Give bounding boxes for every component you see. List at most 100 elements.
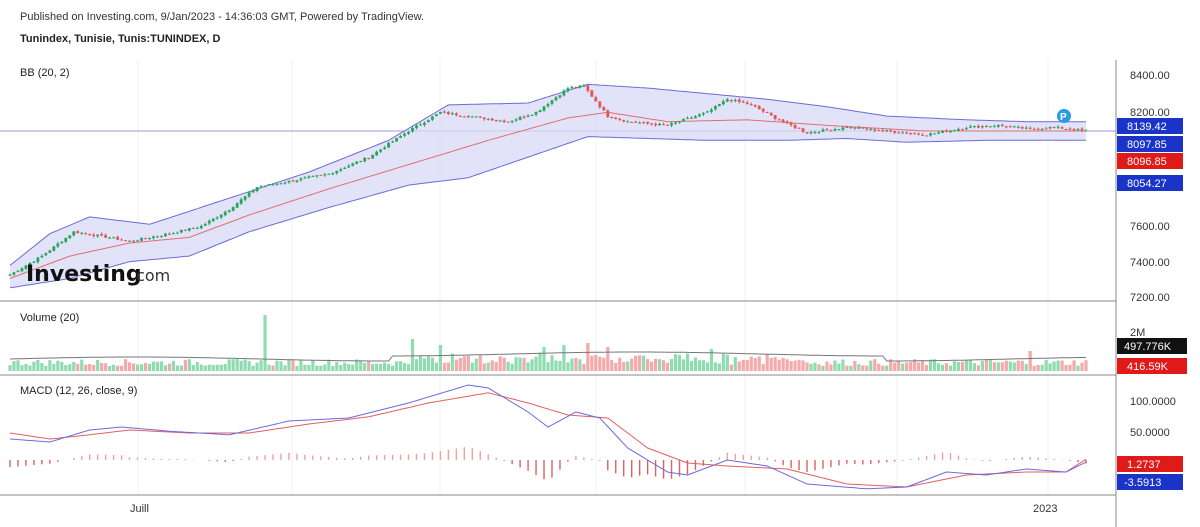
candle-body (781, 119, 785, 122)
candle-body (1016, 126, 1020, 128)
volume-bar (928, 359, 933, 371)
candle-body (857, 127, 861, 129)
candle-body (160, 235, 163, 237)
publication-marker[interactable]: P (1057, 109, 1071, 123)
candle-body (785, 121, 789, 123)
candle-body (825, 129, 829, 131)
bb-basis-line (9, 111, 1086, 279)
volume-label-bg (1117, 338, 1187, 354)
candle-body (478, 116, 482, 118)
candle-body (506, 121, 510, 123)
candle-body (120, 239, 123, 241)
volume-bar (570, 358, 574, 371)
volume-bar (434, 362, 439, 371)
volume-bar (845, 365, 849, 371)
candle-body (482, 117, 486, 120)
volume-bar (960, 361, 965, 371)
candle-body (283, 182, 287, 184)
volume-bar (303, 364, 307, 371)
volume-bar (833, 360, 837, 371)
volume-bar (681, 359, 686, 371)
price-label-bg (1117, 153, 1183, 169)
candle-body (554, 97, 558, 101)
volume-bar (40, 363, 44, 371)
candle-body (347, 165, 351, 168)
volume-bar (143, 363, 148, 371)
volume-bar (669, 358, 674, 371)
candle-body (674, 122, 677, 124)
volume-bar (458, 357, 462, 371)
volume-bar (769, 357, 773, 371)
p-marker-icon[interactable] (1057, 109, 1071, 123)
candle-body (470, 116, 474, 118)
candle-body (303, 177, 307, 179)
volume-bar (618, 357, 622, 371)
volume-bar (661, 360, 666, 371)
candle-body (1028, 127, 1032, 129)
candle-body (717, 104, 721, 107)
volume-bar (243, 359, 247, 371)
candle-body (510, 120, 514, 122)
macd-label: 1.2737 (1127, 459, 1161, 471)
candle-body (52, 246, 56, 251)
volume-bar (179, 365, 183, 371)
volume-bar (522, 357, 526, 371)
volume-bar (861, 365, 865, 371)
candle-body (745, 102, 749, 105)
candle-body (757, 106, 761, 110)
candle-body (144, 238, 147, 240)
candle-body (187, 228, 191, 231)
volume-bar (151, 361, 156, 371)
candle-body (893, 131, 897, 133)
volume-bar (498, 356, 502, 371)
candle-body (1076, 129, 1080, 131)
volume-bar (1008, 361, 1012, 371)
volume-bar (797, 359, 801, 371)
volume-bar (502, 357, 506, 371)
candle-body (243, 196, 247, 200)
candle-body (231, 207, 235, 211)
y-tick: 50.0000 (1130, 427, 1170, 439)
candle-body (698, 114, 701, 117)
volume-bar (20, 365, 24, 371)
candle-body (865, 128, 869, 130)
volume-bar (881, 365, 885, 371)
volume-bar (454, 359, 458, 371)
volume-bar (968, 359, 973, 371)
candle-body (148, 237, 151, 239)
y-tick: 2M (1130, 327, 1145, 339)
candle-body (630, 121, 634, 123)
candle-body (582, 85, 586, 87)
candle-body (458, 115, 462, 117)
volume-bar (741, 359, 745, 371)
volume-bar (275, 360, 279, 371)
volume-bar (271, 365, 275, 371)
volume-bar (442, 362, 446, 371)
price-label-bg (1117, 175, 1183, 191)
candle-body (694, 116, 697, 119)
volume-bar (825, 361, 829, 371)
candle-body (777, 119, 781, 121)
volume-bar (582, 363, 586, 371)
candle-body (821, 129, 825, 132)
volume-bar (311, 360, 315, 371)
candle-body (474, 116, 478, 118)
volume-bar (897, 360, 901, 371)
candle-body (136, 240, 139, 242)
candle-body (287, 180, 291, 183)
candle-body (1008, 126, 1012, 128)
volume-bar (207, 364, 211, 371)
candle-body (949, 130, 952, 133)
volume-bar (251, 365, 255, 371)
volume-bar (215, 364, 219, 371)
candle-body (247, 192, 251, 197)
candle-body (1048, 127, 1052, 129)
volume-bar (1052, 361, 1056, 371)
candle-body (721, 101, 725, 105)
candle-body (367, 157, 371, 159)
volume-bar (952, 361, 957, 371)
publish-info: Published on Investing.com, 9/Jan/2023 -… (20, 11, 424, 23)
volume-bar (1068, 364, 1072, 371)
volume-bar (538, 352, 542, 371)
